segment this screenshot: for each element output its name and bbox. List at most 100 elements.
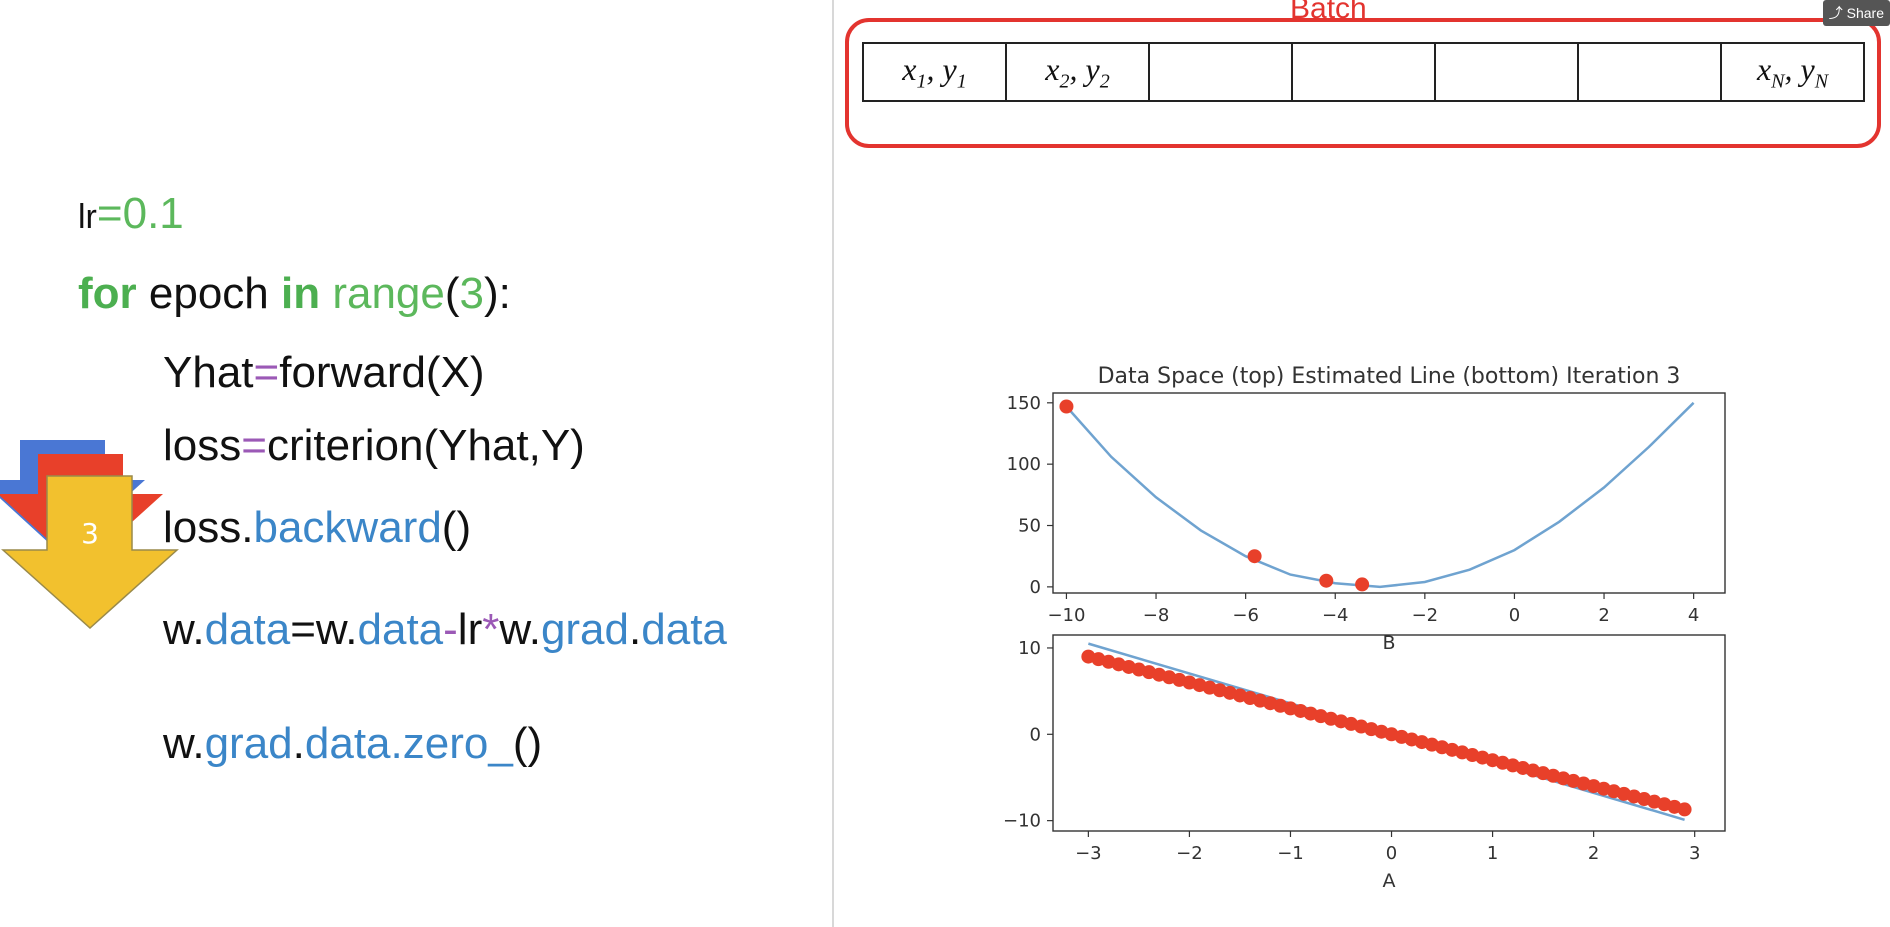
code-token: 3 [459, 269, 485, 318]
data-point [1131, 662, 1146, 677]
code-token: forward(X) [279, 348, 485, 397]
share-label: Share [1846, 5, 1884, 21]
code-token: data [357, 605, 444, 654]
data-point [1616, 786, 1631, 801]
data-point [1526, 763, 1540, 778]
data-point [1212, 683, 1227, 698]
data-point [1081, 649, 1096, 664]
data-point [1101, 654, 1116, 669]
code-line-zero: w.grad.data.zero_() [163, 722, 542, 766]
x-tick-label: 4 [1688, 605, 1699, 626]
iteration-arrow-icon: 3 [0, 440, 179, 630]
x-tick-label: −1 [1277, 843, 1304, 864]
code-token: * [482, 605, 500, 654]
plot-frame [1052, 392, 1726, 594]
x-tick-label: 0 [1509, 605, 1520, 626]
data-point [1162, 670, 1177, 685]
x-tick-label: −8 [1143, 605, 1170, 626]
plot-frame [1052, 634, 1726, 832]
data-point [1424, 737, 1439, 752]
data-point [1536, 766, 1551, 781]
batch-cell: x1, y1 [862, 42, 1007, 102]
code-token: loss [163, 421, 242, 470]
code-line-update: w.data=w.data-lr*w.grad.data [163, 608, 727, 652]
code-token: data [641, 605, 727, 654]
data-point [1485, 753, 1500, 768]
data-point [1243, 691, 1258, 706]
data-point [1394, 729, 1409, 744]
data-point [1657, 797, 1672, 812]
data-point [1273, 698, 1288, 713]
data-point [1515, 760, 1530, 775]
code-token: - [443, 605, 458, 654]
data-point [1344, 716, 1359, 731]
iteration-count: 3 [81, 517, 99, 550]
data-point [1384, 727, 1399, 742]
code-token: w. [163, 605, 205, 654]
data-point [1253, 693, 1268, 708]
y-tick-label: 100 [1007, 454, 1041, 475]
code-line-backward: loss.backward() [163, 506, 471, 550]
x-tick-label: −2 [1176, 843, 1203, 864]
data-point [1637, 792, 1652, 807]
y-tick-label: 0 [1030, 724, 1041, 745]
code-panel: lr=0.1 for epoch in range(3): Yhat=forwa… [0, 0, 832, 927]
code-token: = [253, 348, 280, 397]
code-line-lr: lr=0.1 [78, 192, 184, 236]
data-point [1556, 771, 1571, 786]
data-point [1263, 696, 1278, 711]
data-point [1465, 748, 1480, 763]
chart-0: Data Space (top) Estimated Line (bottom)… [1007, 364, 1726, 654]
data-point [1586, 779, 1601, 794]
data-point [1319, 573, 1334, 588]
x-tick-label: −4 [1322, 605, 1349, 626]
data-point [1627, 789, 1642, 804]
data-point [1222, 685, 1237, 700]
data-point [1121, 659, 1136, 674]
data-point [1576, 776, 1591, 791]
share-button[interactable]: ⤴ Share [1822, 0, 1890, 26]
y-tick-label: 150 [1007, 393, 1041, 414]
x-tick-label: −10 [1047, 605, 1085, 626]
data-point [1355, 577, 1370, 592]
code-token: . [629, 605, 642, 654]
code-token: grad [204, 719, 293, 768]
code-token: . [292, 719, 305, 768]
data-point [1404, 732, 1419, 747]
code-token: lr [457, 605, 483, 654]
code-token: w. [163, 719, 205, 768]
data-point [1495, 755, 1510, 770]
code-token: loss. [163, 503, 254, 552]
batch-frame [845, 18, 1881, 148]
x-tick-label: 2 [1598, 605, 1609, 626]
panel-divider [832, 0, 834, 927]
data-point [1445, 742, 1460, 757]
code-token: for [78, 269, 137, 318]
arrow-layer-yellow [1, 475, 179, 630]
data-point [1182, 675, 1197, 690]
y-tick-label: 10 [1018, 638, 1041, 659]
batch-cell [1577, 42, 1722, 102]
data-point [1293, 703, 1308, 718]
data-point [1606, 784, 1621, 799]
data-point [1435, 740, 1450, 755]
code-token: range [320, 269, 445, 318]
data-point [1677, 802, 1692, 817]
code-token: in [281, 269, 321, 318]
data-point [1414, 735, 1429, 750]
data-point [1354, 719, 1369, 734]
x-axis-label: B [1382, 632, 1395, 654]
series-line [1065, 401, 1695, 589]
batch-table: x1, y1 x2, y2 xN, yN [862, 42, 1865, 102]
batch-cell [1148, 42, 1293, 102]
data-point [1313, 709, 1328, 724]
data-point [1546, 768, 1561, 783]
code-token: () [441, 503, 472, 552]
code-token: criterion(Yhat,Y) [266, 421, 585, 470]
data-point [1505, 758, 1520, 773]
x-tick-label: 0 [1386, 843, 1397, 864]
code-line-forward: Yhat=forward(X) [163, 351, 485, 395]
data-point [1111, 657, 1126, 672]
data-point [1247, 549, 1262, 564]
